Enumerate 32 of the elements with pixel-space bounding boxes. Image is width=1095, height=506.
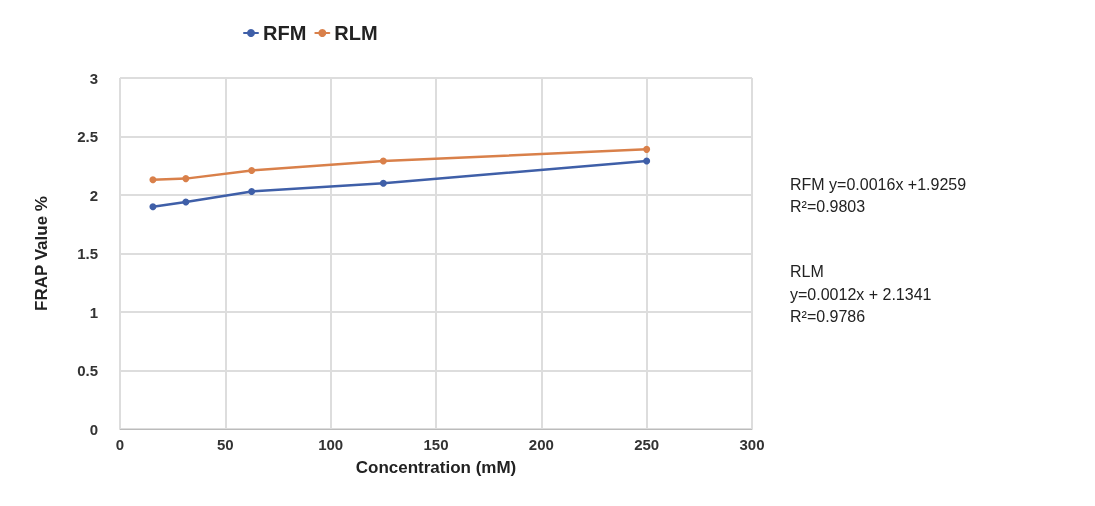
y-tick-label: 0.5	[77, 362, 98, 379]
x-tick-label: 200	[528, 436, 554, 453]
point	[379, 179, 387, 187]
point	[379, 157, 387, 165]
y-tick-label: 1	[89, 303, 98, 321]
y-tick-label: 3	[89, 69, 98, 87]
y-tick-label: 2	[89, 186, 98, 204]
text: RFM y=0.0016x +1.9259	[790, 175, 967, 193]
point	[149, 203, 157, 211]
x-axis-title: Concentration (mM)	[355, 458, 517, 477]
point	[248, 166, 256, 174]
text: R²=0.9803	[790, 197, 866, 215]
text: y=0.0012x + 2.1341	[790, 285, 932, 303]
point	[643, 145, 651, 153]
x-tick-label: 50	[216, 436, 234, 453]
y-tick-label: 1.5	[77, 245, 98, 262]
y-axis-title: FRAP Value %	[32, 196, 51, 311]
x-tick-label: 0	[115, 436, 125, 453]
x-tick-label: 150	[423, 436, 449, 453]
point	[149, 176, 157, 184]
y-tick-label: 2.5	[77, 128, 98, 145]
point	[643, 157, 651, 165]
legend-label: RFM	[263, 22, 307, 44]
text: R²=0.9786	[790, 307, 866, 325]
x-tick-label: 250	[634, 436, 660, 453]
text: RLM	[790, 262, 824, 280]
point	[248, 187, 256, 195]
x-tick-label: 100	[318, 436, 344, 453]
point	[182, 175, 190, 183]
x-tick-label: 300	[739, 436, 765, 453]
legend-label: RLM	[334, 22, 378, 44]
y-tick-label: 0	[89, 420, 98, 438]
